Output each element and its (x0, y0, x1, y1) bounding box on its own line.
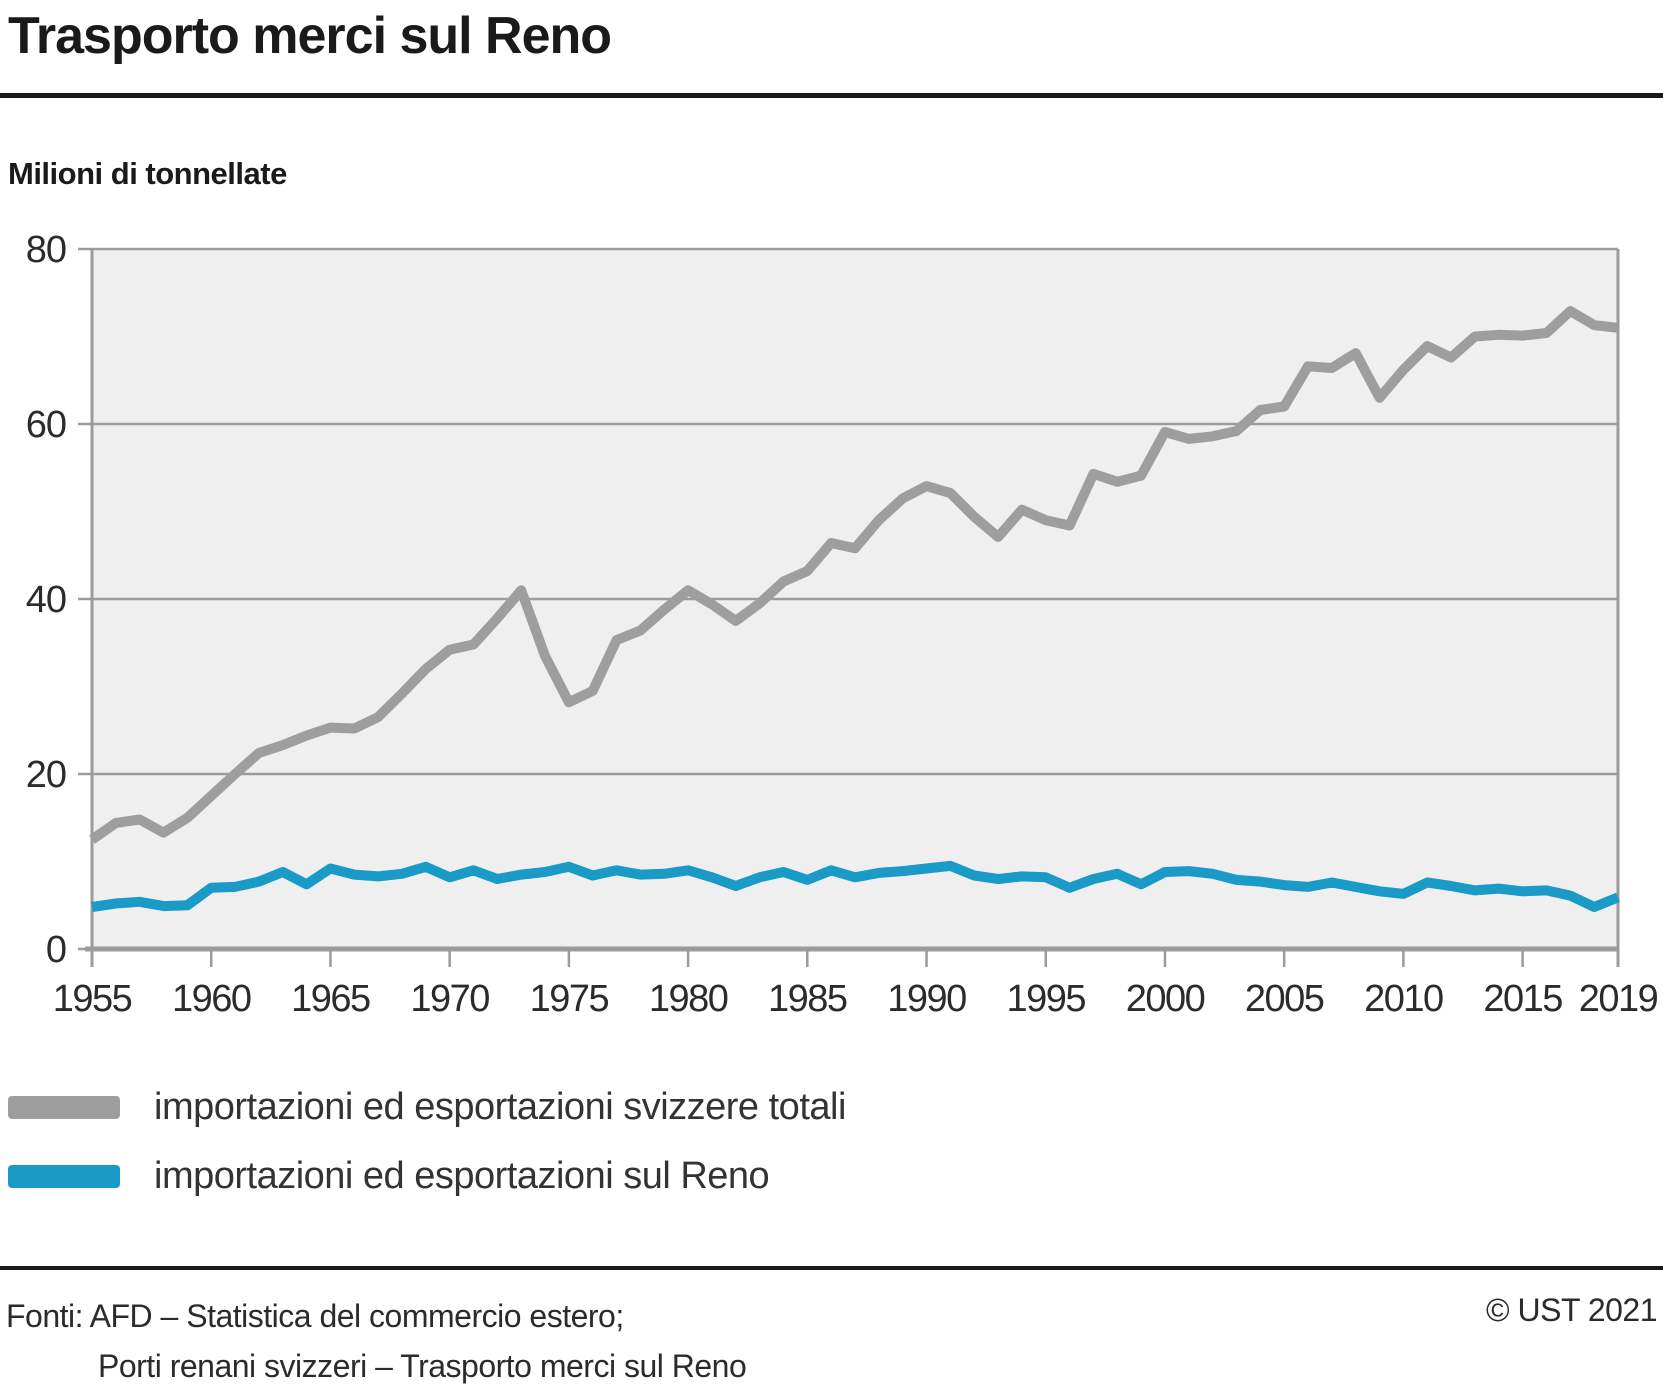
x-tick-label-1995: 1995 (1006, 978, 1085, 1020)
x-tick-label-1975: 1975 (530, 978, 609, 1020)
x-tick-label-1985: 1985 (768, 978, 847, 1020)
source-line-2: Porti renani svizzeri – Trasporto merci … (98, 1347, 747, 1384)
x-tick-label-1965: 1965 (291, 978, 370, 1020)
legend-item-rhine: importazioni ed esportazioni sul Reno (8, 1155, 846, 1198)
x-tick-label-2010: 2010 (1364, 978, 1443, 1020)
x-tick-label-1990: 1990 (887, 978, 966, 1020)
total-series-swatch (8, 1096, 120, 1119)
x-tick-label-1955: 1955 (53, 978, 132, 1020)
y-axis-unit-label: Milioni di tonnellate (8, 156, 287, 191)
y-tick-label-40: 40 (26, 579, 66, 621)
source-note: Fonti: AFD – Statistica del commercio es… (0, 1292, 747, 1391)
legend-item-total: importazioni ed esportazioni svizzere to… (8, 1086, 846, 1129)
title-rule (0, 93, 1663, 98)
y-tick-label-80: 80 (26, 230, 66, 271)
y-tick-label-0: 0 (46, 929, 66, 971)
x-tick-label-1980: 1980 (649, 978, 728, 1020)
line-chart: 0 20 40 60 80 1955 1960 1965 1970 1975 1980 1985 199… (26, 230, 1659, 1020)
legend: importazioni ed esportazioni svizzere to… (8, 1086, 846, 1198)
y-tick-label-20: 20 (26, 754, 66, 796)
x-tick-label-1970: 1970 (410, 978, 489, 1020)
source-line-1: Fonti: AFD – Statistica del commercio es… (6, 1298, 624, 1334)
y-tick-label-60: 60 (26, 404, 66, 446)
legend-label-total: importazioni ed esportazioni svizzere to… (154, 1086, 846, 1128)
copyright-label: © UST 2021 (1486, 1292, 1657, 1328)
x-tick-label-1960: 1960 (172, 978, 251, 1020)
x-tick-label-2005: 2005 (1245, 978, 1324, 1020)
footer-rule (0, 1266, 1663, 1270)
page-title: Trasporto merci sul Reno (8, 7, 612, 65)
legend-label-rhine: importazioni ed esportazioni sul Reno (154, 1155, 770, 1197)
rhine-series-swatch (8, 1165, 120, 1188)
rhine-series-line (91, 860, 1620, 912)
x-tick-label-2019: 2019 (1579, 978, 1658, 1020)
footer: Fonti: AFD – Statistica del commercio es… (0, 1292, 1663, 1391)
x-tick-label-2000: 2000 (1126, 978, 1205, 1020)
total-series-line (89, 306, 1619, 844)
x-tick-label-2015: 2015 (1483, 978, 1562, 1020)
